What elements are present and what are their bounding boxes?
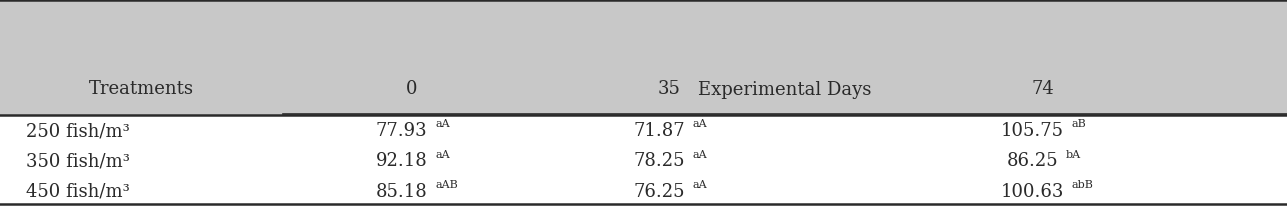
Text: 71.87: 71.87	[633, 122, 685, 139]
Text: 77.93: 77.93	[376, 122, 427, 139]
Text: 74: 74	[1031, 80, 1054, 97]
Text: 78.25: 78.25	[633, 152, 685, 170]
Text: 92.18: 92.18	[376, 152, 427, 170]
Text: aA: aA	[692, 179, 707, 189]
Text: abB: abB	[1072, 179, 1094, 189]
Text: aA: aA	[435, 149, 449, 159]
Text: 105.75: 105.75	[1001, 122, 1063, 139]
Text: aAB: aAB	[435, 179, 458, 189]
Text: 100.63: 100.63	[1000, 182, 1064, 200]
Text: 76.25: 76.25	[633, 182, 685, 200]
FancyBboxPatch shape	[0, 0, 1287, 115]
Text: aB: aB	[1072, 119, 1086, 129]
FancyBboxPatch shape	[0, 115, 1287, 206]
Text: 0: 0	[407, 80, 417, 97]
Text: 86.25: 86.25	[1006, 152, 1058, 170]
Text: aA: aA	[692, 149, 707, 159]
Text: Treatments: Treatments	[89, 80, 194, 97]
Text: 450 fish/m³: 450 fish/m³	[26, 182, 130, 200]
Text: 85.18: 85.18	[376, 182, 427, 200]
Text: 350 fish/m³: 350 fish/m³	[26, 152, 130, 170]
Text: aA: aA	[692, 119, 707, 129]
Text: bA: bA	[1066, 149, 1081, 159]
Text: 35: 35	[658, 80, 681, 97]
Text: Experimental Days: Experimental Days	[699, 81, 871, 98]
Text: aA: aA	[435, 119, 449, 129]
Text: 250 fish/m³: 250 fish/m³	[26, 122, 130, 139]
